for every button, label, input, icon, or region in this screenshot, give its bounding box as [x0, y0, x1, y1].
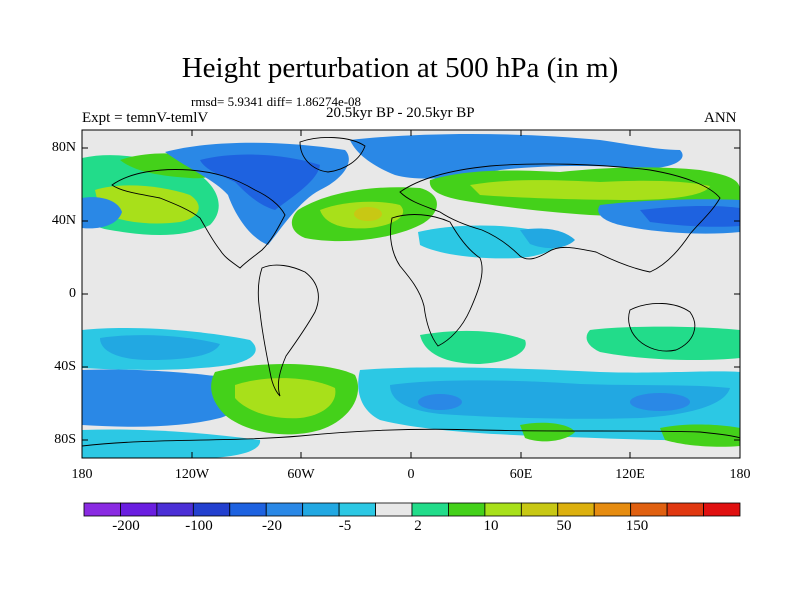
lon-label-120e: 120E: [615, 467, 645, 482]
contour-southern-ocean-negative-west: [82, 369, 243, 427]
colorbar-swatch-15: [630, 502, 668, 517]
lon-label-120w: 120W: [174, 467, 210, 482]
rmsd-diff-stats: rmsd= 5.9341 diff= 1.86274e-08: [191, 94, 362, 109]
australia-coast: [628, 302, 696, 352]
period-label: 20.5kyr BP - 20.5kyr BP: [326, 105, 475, 121]
contour-field: [82, 130, 740, 458]
colorbar-swatch-14: [593, 502, 632, 517]
lon-label-0: 0: [407, 467, 415, 482]
colorbar-swatch-9: [411, 502, 449, 517]
lon-label-180w: 180: [71, 467, 93, 482]
lon-label-60w: 60W: [287, 467, 315, 482]
antarctica-coast: [82, 428, 740, 447]
contour-antarctic-west: [82, 429, 261, 458]
lat-label-80n: 80N: [51, 140, 76, 155]
coastlines: [82, 137, 740, 447]
colorbar-label--200: -200: [112, 518, 140, 534]
contour-npacific-east-strong: [640, 205, 740, 227]
eurasia-coast: [399, 163, 721, 273]
colorbar-label-150: 150: [625, 518, 649, 534]
colorbar-swatch-3: [192, 502, 231, 517]
colorbar-swatch-5: [265, 502, 304, 517]
experiment-label: Expt = temnV-temlV: [82, 110, 209, 126]
contour-mideast-negative: [520, 228, 575, 249]
greenland-coast: [299, 137, 366, 173]
colorbar-swatch-13: [557, 502, 595, 517]
lon-label-180e: 180: [729, 467, 751, 482]
lat-label-0: 0: [69, 286, 76, 301]
colorbar-swatch-6: [302, 502, 340, 517]
colorbar-swatch-10: [448, 502, 486, 517]
africa-coast: [389, 214, 483, 347]
colorbar-label--5: -5: [338, 518, 352, 534]
colorbar-swatch-0: [83, 502, 121, 517]
lat-label-80s: 80S: [54, 432, 76, 447]
colorbar: [83, 502, 741, 517]
south-america-coast: [257, 264, 319, 397]
lat-label-40n: 40N: [51, 213, 76, 228]
contour-antarctic-positive-2: [660, 424, 740, 447]
colorbar-swatch-12: [520, 502, 559, 517]
lat-tick-marks: [82, 147, 740, 441]
contour-namerica-strong-negative: [200, 154, 320, 210]
colorbar-swatch-1: [120, 502, 158, 517]
contour-satlantic-positive: [420, 330, 526, 364]
contour-dateline-negative: [82, 197, 122, 229]
map-title: Height perturbation at 500 hPa (in m): [181, 52, 619, 84]
colorbar-swatch-2: [156, 502, 194, 517]
contour-eurasia-peak: [470, 180, 710, 200]
colorbar-swatch-17: [703, 502, 741, 517]
colorbar-swatch-16: [666, 502, 704, 517]
colorbar-swatch-11: [484, 502, 522, 517]
colorbar-label--100: -100: [185, 518, 213, 534]
lon-label-60e: 60E: [509, 467, 533, 482]
contour-so-strong-2: [630, 393, 690, 411]
colorbar-swatch-7: [338, 502, 376, 517]
contour-natlantic-max: [354, 207, 382, 221]
colorbar-label-50: 50: [556, 518, 572, 534]
colorbar-label-10: 10: [483, 518, 499, 534]
contour-so-strong-1: [418, 394, 462, 410]
contour-patagonia-peak: [235, 378, 336, 419]
north-america-coast: [111, 169, 286, 269]
colorbar-label-2: 2: [414, 518, 422, 534]
lat-label-40s: 40S: [54, 359, 76, 374]
contour-antarctic-positive-1: [520, 422, 575, 442]
contour-spacific-negative: [100, 335, 220, 360]
lon-tick-marks: [81, 130, 741, 458]
season-label: ANN: [704, 110, 737, 126]
colorbar-swatch-4: [229, 502, 267, 517]
colorbar-label--20: -20: [262, 518, 282, 534]
contour-sindian-positive: [586, 326, 740, 360]
contour-arctic-negative: [350, 134, 683, 179]
colorbar-swatch-8: [375, 502, 413, 517]
